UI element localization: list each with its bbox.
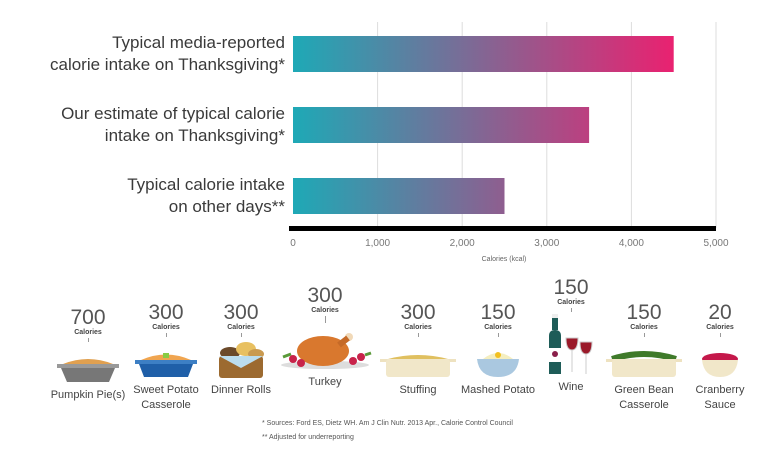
food-calorie-value: 150 (480, 301, 516, 324)
food-item: 300 Calories Stuffing (363, 301, 473, 398)
food-label: Turkey (308, 376, 342, 388)
food-calorie-value: 300 (307, 284, 343, 307)
food-calorie-value: 20 (708, 301, 732, 324)
food-item: 150 Calories Mashed Potato (443, 301, 553, 398)
bread-basket-icon (186, 337, 296, 379)
food-item: 150 Calories Green Bean Casserole (589, 301, 699, 413)
wine-icon (516, 312, 626, 376)
leader-line (165, 333, 167, 337)
footnote-adjusted: ** Adjusted for underreporting (262, 434, 354, 441)
food-calorie-value: 300 (400, 301, 436, 324)
x-tick-label: 5,000 (703, 238, 728, 249)
category-label-estimate: Our estimate of typical calorie intake o… (61, 104, 285, 145)
x-axis (289, 226, 716, 231)
food-calorie-value: 700 (70, 306, 106, 329)
category-label-media: Typical media-reported calorie intake on… (50, 33, 285, 74)
food-calorie-unit: Calories (630, 324, 658, 331)
food-calorie-value: 150 (626, 301, 662, 324)
food-calorie-unit: Calories (706, 324, 734, 331)
x-axis-label: Calories (kcal) (482, 256, 527, 263)
food-calorie-unit: Calories (152, 324, 180, 331)
leader-line (719, 333, 721, 337)
food-calorie-unit: Calories (484, 324, 512, 331)
food-label: Mashed Potato (461, 384, 535, 396)
x-tick-label: 0 (290, 238, 296, 249)
bar (293, 178, 505, 214)
food-calorie-value: 300 (223, 301, 259, 324)
leader-line (324, 316, 326, 323)
x-tick-label: 3,000 (534, 238, 559, 249)
cranberry-bowl-icon (665, 337, 775, 379)
leader-line (497, 333, 499, 337)
leader-line (240, 333, 242, 337)
food-label: Pumpkin Pie(s) (50, 389, 126, 401)
food-item: 700 Calories Pumpkin Pie(s) (33, 306, 143, 403)
food-calorie-value: 300 (148, 301, 184, 324)
leader-line (87, 338, 89, 342)
x-tick-label: 2,000 (450, 238, 475, 249)
pie-icon (33, 342, 143, 384)
green-bean-dish-icon (589, 337, 699, 379)
food-item: 300 Calories Dinner Rolls (186, 301, 296, 398)
food-label: Wine (558, 381, 584, 393)
bar (293, 36, 674, 72)
food-label: Dinner Rolls (211, 384, 271, 396)
leader-line (417, 333, 419, 337)
food-calorie-unit: Calories (311, 307, 339, 314)
stuffing-dish-icon (363, 337, 473, 379)
leader-line (570, 308, 572, 312)
food-label: Sweet Potato Casserole (133, 384, 199, 411)
food-item: 20 Calories Cranberry Sauce (665, 301, 775, 413)
food-item: 150 Calories Wine (516, 276, 626, 395)
x-tick-label: 4,000 (619, 238, 644, 249)
food-calorie-unit: Calories (404, 324, 432, 331)
bar (293, 107, 590, 143)
food-calorie-unit: Calories (557, 299, 585, 306)
x-tick-label: 1,000 (365, 238, 390, 249)
food-label: Stuffing (399, 384, 437, 396)
bar-chart: 0 1,000 2,000 3,000 4,000 5,000 Calories (kca… (289, 22, 729, 263)
food-item: 300 Calories Turkey (270, 284, 380, 390)
food-calorie-unit: Calories (227, 324, 255, 331)
food-label: Cranberry Sauce (695, 384, 745, 411)
category-label-other-days: Typical calorie intake on other days** (127, 175, 285, 216)
bowl-icon (443, 337, 553, 379)
leader-line (643, 333, 645, 337)
food-calorie-value: 150 (553, 276, 589, 299)
food-calorie-unit: Calories (74, 329, 102, 336)
food-label: Green Bean Casserole (614, 384, 674, 411)
food-item: 300 Calories Sweet Potato Casserole (111, 301, 221, 413)
footnote-sources: * Sources: Ford ES, Dietz WH. Am J Clin … (262, 420, 513, 427)
turkey-icon (270, 323, 380, 371)
casserole-dish-icon (111, 337, 221, 379)
